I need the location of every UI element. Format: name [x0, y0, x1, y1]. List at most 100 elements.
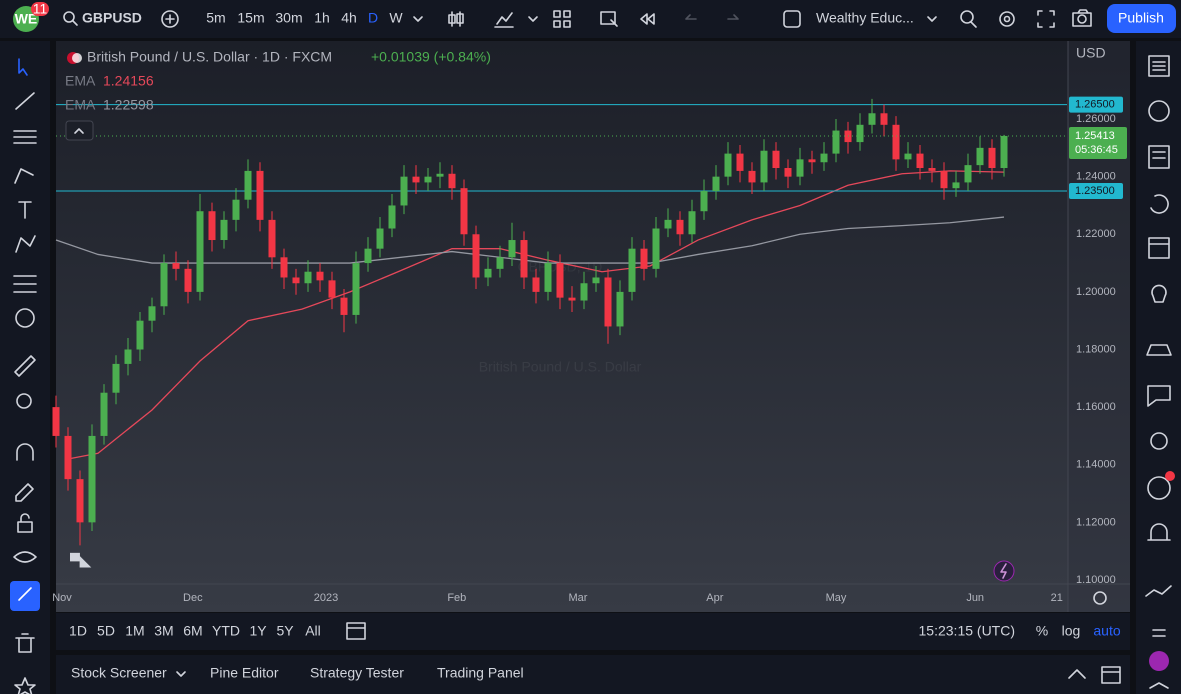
candle-body [628, 248, 636, 292]
lightning-button[interactable] [993, 560, 1015, 582]
fullscreen[interactable] [1037, 10, 1055, 28]
lock-draw-tool[interactable] [15, 483, 34, 502]
range-button[interactable]: YTD [212, 623, 240, 639]
panel-tab[interactable]: Trading Panel [437, 665, 524, 681]
panel-tab[interactable]: Pine Editor [210, 665, 279, 681]
panel-tab[interactable]: Strategy Tester [310, 665, 404, 681]
order-panel[interactable] [1145, 585, 1172, 597]
range-button[interactable]: 1Y [249, 623, 267, 639]
pine[interactable] [1150, 432, 1168, 450]
range-button[interactable]: 6M [183, 623, 202, 639]
add-symbol[interactable] [161, 10, 179, 28]
candle-body [448, 173, 456, 189]
candle-body [928, 168, 936, 171]
zoom-tool[interactable] [16, 393, 32, 409]
settings[interactable] [999, 11, 1015, 27]
range-button[interactable]: 5D [97, 623, 115, 639]
search-icon[interactable] [63, 11, 75, 23]
notifications[interactable] [1147, 523, 1171, 541]
candle-body [664, 219, 672, 229]
interval[interactable]: D [368, 10, 378, 26]
range-button[interactable]: 3M [154, 623, 173, 639]
panel-maximize[interactable] [1101, 666, 1121, 684]
x-tick-label: Feb [447, 592, 466, 604]
checkbox[interactable] [783, 10, 801, 28]
emoji-tool[interactable] [15, 308, 35, 328]
layouts[interactable] [553, 10, 571, 28]
interval[interactable]: 15m [237, 10, 264, 26]
candle-body [460, 188, 468, 235]
publish-button[interactable] [1107, 4, 1176, 33]
panel-toggle[interactable] [1068, 669, 1086, 679]
candle-body [256, 170, 264, 220]
magnet-tool[interactable] [16, 443, 34, 461]
watchlist[interactable] [1148, 55, 1170, 77]
trendline-tool[interactable] [15, 92, 35, 110]
candle-body [856, 124, 864, 143]
favorites-tool[interactable] [14, 677, 36, 694]
layout-menu[interactable] [927, 16, 937, 22]
ideas[interactable] [1151, 284, 1167, 303]
interval[interactable]: 1h [314, 10, 330, 26]
sync-tool[interactable] [10, 581, 40, 611]
percent-toggle[interactable]: % [1036, 623, 1048, 639]
redo[interactable] [727, 14, 739, 20]
range-button[interactable]: 1D [69, 623, 87, 639]
candle-body [748, 170, 756, 183]
expand[interactable] [1149, 682, 1169, 689]
news[interactable] [1148, 145, 1170, 169]
log-toggle[interactable]: log [1062, 623, 1081, 639]
alerts[interactable] [1148, 100, 1170, 122]
candle-body [436, 173, 444, 177]
chart-type[interactable] [448, 11, 464, 27]
interval[interactable]: 30m [275, 10, 302, 26]
layout-name[interactable]: Wealthy Educ... [816, 10, 914, 26]
undo[interactable] [685, 14, 697, 20]
indicators-menu[interactable] [528, 16, 538, 22]
range-button[interactable]: 1M [125, 623, 144, 639]
hide-tool[interactable] [13, 551, 37, 563]
snapshot[interactable] [1072, 9, 1092, 27]
text-tool[interactable] [18, 201, 32, 219]
candle-body [64, 435, 72, 480]
quick-search[interactable] [960, 10, 974, 24]
interval-menu[interactable] [413, 16, 423, 22]
panel-tab[interactable]: Stock Screener [71, 665, 167, 681]
interval[interactable]: W [389, 10, 403, 26]
lock-tool[interactable] [17, 513, 33, 533]
candle-body [964, 165, 972, 183]
interval[interactable]: 5m [206, 10, 225, 26]
currency[interactable]: USD [1076, 45, 1106, 61]
candle-body [88, 435, 96, 523]
alert[interactable] [600, 11, 618, 27]
brush-tool[interactable] [14, 168, 34, 184]
more[interactable] [1152, 629, 1166, 637]
data-window[interactable] [1147, 476, 1171, 500]
calendar[interactable] [1148, 237, 1170, 259]
cursor-tool[interactable] [18, 58, 28, 76]
replay[interactable] [640, 13, 655, 25]
chats[interactable] [1147, 385, 1171, 407]
candle-body [328, 280, 336, 298]
legend-title: British Pound / U.S. Dollar · 1D · FXCM [87, 49, 332, 65]
screener-menu[interactable] [176, 671, 186, 677]
symbol[interactable]: GBPUSD [82, 10, 142, 26]
forecast-tool[interactable] [13, 275, 37, 293]
fib-tool[interactable] [13, 130, 37, 144]
candle-body [124, 349, 132, 364]
interval[interactable]: 4h [341, 10, 357, 26]
x-tick-label: Dec [183, 592, 203, 604]
go-to-date[interactable] [346, 622, 366, 640]
indicators[interactable] [494, 12, 514, 28]
ruler-tool[interactable] [14, 355, 36, 377]
pattern-tool[interactable] [15, 235, 36, 253]
hotlists[interactable] [1150, 194, 1169, 214]
assistant[interactable] [1149, 651, 1169, 671]
axis-settings[interactable] [1093, 591, 1107, 605]
range-button[interactable]: All [305, 623, 321, 639]
streams[interactable] [1146, 344, 1172, 356]
range-button[interactable]: 5Y [276, 623, 294, 639]
y-tick-label: 1.10000 [1076, 574, 1116, 586]
auto-toggle[interactable]: auto [1093, 623, 1120, 639]
delete-tool[interactable] [15, 633, 35, 653]
